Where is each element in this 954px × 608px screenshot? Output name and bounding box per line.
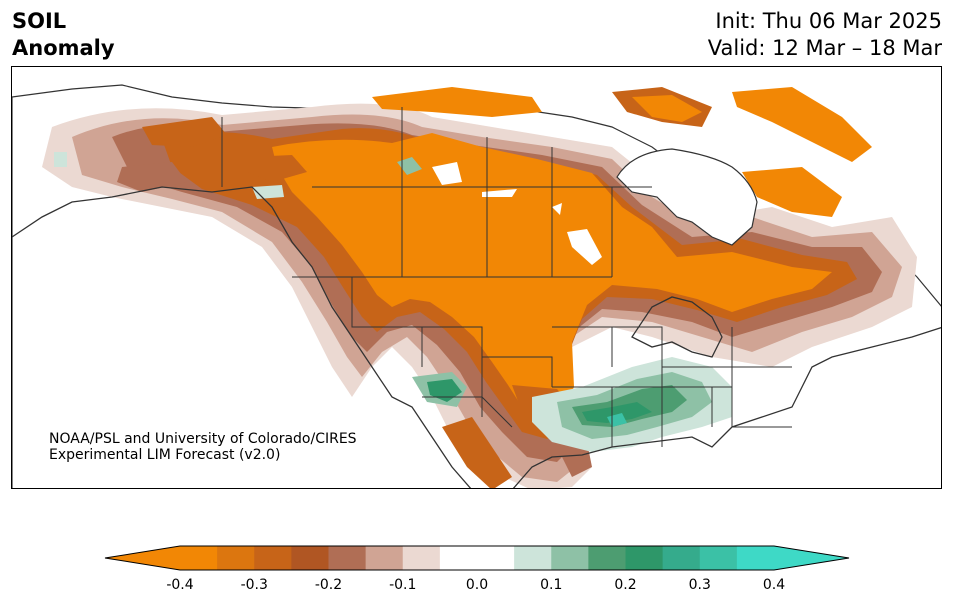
valid-date: Valid: 12 Mar – 18 Mar [707, 36, 942, 60]
colorbar-cell [736, 546, 775, 570]
colorbar-cell [328, 546, 367, 570]
coastlines [12, 186, 941, 488]
colorbar-tick-label: 0.1 [540, 577, 563, 593]
colorbar-cell [365, 546, 404, 570]
colorbar-tick-label: -0.3 [240, 577, 268, 593]
map-panel [11, 66, 942, 489]
colorbar-tick-label: 0.3 [688, 577, 711, 593]
colorbar-under-arrow [105, 546, 180, 570]
forecast-dates: Init: Thu 06 Mar 2025 Valid: 12 Mar – 18… [708, 8, 942, 62]
colorbar-cell [551, 546, 589, 570]
anomaly-map [12, 67, 941, 488]
dry-anomaly-fill [42, 87, 917, 488]
map-title: SOIL Anomaly [12, 8, 115, 62]
colorbar-tick-label: -0.4 [166, 577, 194, 593]
colorbar-cell [254, 546, 292, 570]
credit-line-2: Experimental LIM Forecast (v2.0) [49, 447, 281, 463]
colorbar-cell [291, 546, 329, 570]
colorbar-cell [180, 546, 218, 570]
colorbar-tick-label: 0.4 [762, 577, 786, 593]
colorbar [104, 545, 850, 571]
colorbar-tick-label: -0.2 [314, 577, 343, 593]
colorbar-cell [439, 546, 478, 570]
colorbar-cell [217, 546, 255, 570]
data-source-credit: NOAA/PSL and University of Colorado/CIRE… [49, 431, 357, 463]
colorbar-cell [588, 546, 626, 570]
colorbar-tick-label: 0.0 [465, 577, 489, 593]
credit-line-1: NOAA/PSL and University of Colorado/CIRE… [49, 431, 357, 447]
colorbar-cell [625, 546, 664, 570]
title-line-1: SOIL [12, 9, 67, 33]
title-line-2: Anomaly [12, 36, 115, 60]
colorbar-over-arrow [774, 546, 849, 570]
colorbar-outline [104, 545, 850, 571]
colorbar-cell [402, 546, 441, 570]
colorbar-cell [662, 546, 701, 570]
colorbar-cell [699, 546, 738, 570]
colorbar-cell [477, 546, 515, 570]
hudson-bay [616, 148, 758, 246]
colorbar-tick-label: 0.2 [614, 577, 637, 593]
init-date: Init: Thu 06 Mar 2025 [715, 9, 942, 33]
colorbar-cell [514, 546, 552, 570]
colorbar-tick-label: -0.1 [389, 577, 417, 593]
political-borders [221, 107, 792, 447]
